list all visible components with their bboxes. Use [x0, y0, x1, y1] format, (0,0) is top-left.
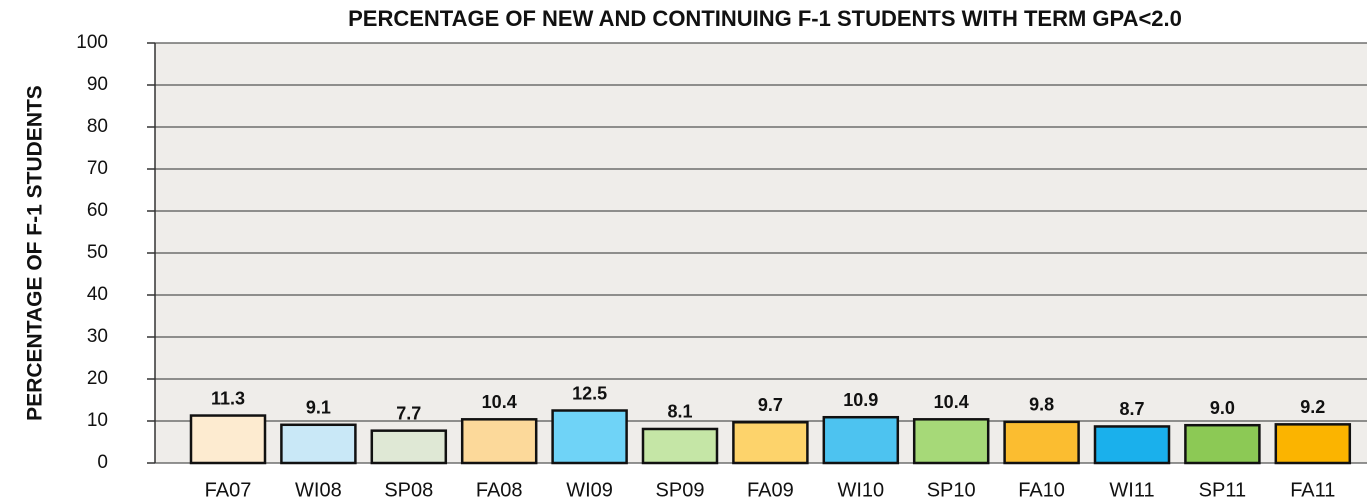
bar: [733, 422, 807, 463]
value-label: 9.0: [1210, 398, 1235, 418]
value-label: 9.2: [1300, 397, 1325, 417]
bar: [191, 416, 265, 463]
x-tick-label: WI09: [566, 479, 613, 501]
x-tick-label: FA08: [476, 479, 523, 501]
y-tick-label: 40: [87, 284, 108, 305]
bar: [1276, 424, 1350, 463]
x-tick-label: FA10: [1018, 479, 1065, 501]
y-tick-label: 90: [87, 74, 108, 95]
bar: [1005, 422, 1079, 463]
bar: [372, 431, 446, 463]
bar: [1185, 425, 1259, 463]
chart-title: PERCENTAGE OF NEW AND CONTINUING F-1 STU…: [348, 6, 1182, 31]
y-axis-label: PERCENTAGE OF F-1 STUDENTS: [24, 85, 47, 421]
value-label: 8.7: [1119, 399, 1144, 419]
x-tick-label: FA09: [747, 479, 794, 501]
y-tick-label: 60: [87, 200, 108, 221]
bar: [1095, 426, 1169, 463]
x-tick-label: WI08: [295, 479, 342, 501]
x-tick-label: SP08: [384, 479, 433, 501]
value-label: 9.7: [758, 395, 783, 415]
x-tick-label: SP09: [656, 479, 705, 501]
value-label: 9.8: [1029, 395, 1054, 415]
y-tick-label: 80: [87, 116, 108, 137]
bar: [824, 417, 898, 463]
value-label: 10.9: [843, 390, 878, 410]
x-tick-label: WI11: [1109, 479, 1154, 501]
bar: [914, 419, 988, 463]
y-tick-label: 0: [97, 452, 108, 473]
y-tick-label: 50: [87, 242, 108, 263]
value-label: 7.7: [396, 403, 421, 423]
x-tick-label: FA11: [1290, 479, 1335, 501]
x-tick-label: FA07: [205, 479, 252, 501]
x-tick-label: SP11: [1199, 479, 1246, 501]
bar: [553, 411, 627, 464]
value-label: 12.5: [572, 383, 607, 403]
bar: [643, 429, 717, 463]
y-tick-label: 70: [87, 158, 108, 179]
value-label: 11.3: [211, 388, 245, 408]
value-label: 10.4: [934, 392, 969, 412]
x-tick-label: SP10: [927, 479, 976, 501]
x-tick-label: WI10: [837, 479, 884, 501]
value-label: 8.1: [667, 402, 692, 422]
y-tick-label: 20: [87, 368, 108, 389]
value-label: 10.4: [482, 392, 517, 412]
value-label: 9.1: [306, 398, 331, 418]
bar: [462, 419, 536, 463]
y-tick-label: 30: [87, 326, 108, 347]
chart: PERCENTAGE OF NEW AND CONTINUING F-1 STU…: [0, 0, 1367, 503]
bar: [281, 425, 355, 463]
y-tick-label: 10: [87, 410, 108, 431]
y-tick-label: 100: [76, 32, 108, 53]
